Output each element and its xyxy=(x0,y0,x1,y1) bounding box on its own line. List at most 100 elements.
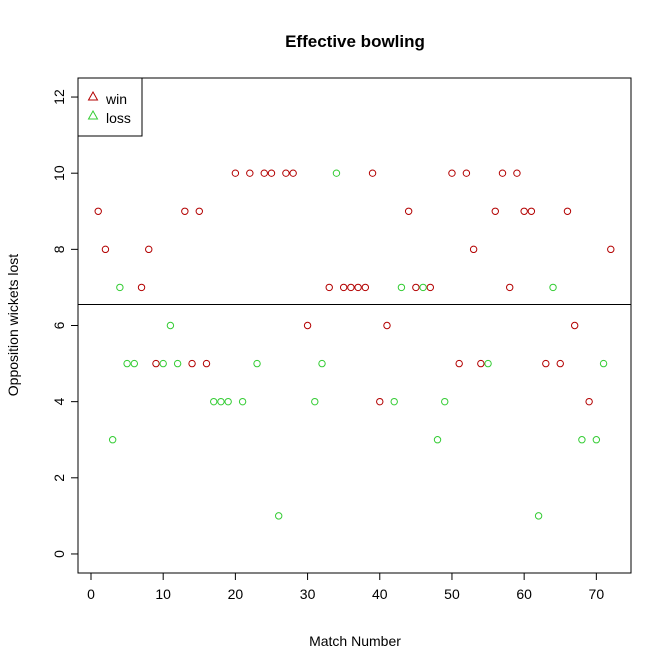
point-loss xyxy=(166,321,175,330)
x-tick-label: 30 xyxy=(300,586,316,602)
point-loss xyxy=(130,359,139,368)
plot-frame xyxy=(77,77,632,574)
point-win xyxy=(282,169,290,177)
x-tick-label: 60 xyxy=(516,586,532,602)
point-win xyxy=(368,169,377,177)
point-win xyxy=(412,283,420,292)
point-loss xyxy=(599,359,608,368)
point-loss xyxy=(311,397,319,406)
point-win xyxy=(542,359,550,368)
y-tick-label: 2 xyxy=(51,474,67,482)
legend-loss-symbol xyxy=(87,109,99,120)
legend-box xyxy=(77,77,143,137)
point-win xyxy=(289,169,297,177)
point-loss xyxy=(159,359,167,368)
point-win xyxy=(527,207,536,215)
point-win xyxy=(325,283,333,292)
point-loss xyxy=(592,436,601,444)
x-tick-label: 0 xyxy=(87,586,95,602)
point-win xyxy=(469,245,478,254)
point-win xyxy=(404,207,413,215)
point-win xyxy=(462,169,471,177)
point-loss xyxy=(274,512,283,520)
chart-title: Effective bowling xyxy=(285,32,425,51)
legend-win-label: win xyxy=(105,91,127,107)
point-win xyxy=(195,207,203,215)
legend-win-symbol xyxy=(87,90,99,101)
y-tick-label: 8 xyxy=(51,245,67,253)
point-win xyxy=(339,283,348,292)
point-win xyxy=(455,359,463,368)
y-tick-label: 12 xyxy=(51,89,67,105)
point-loss xyxy=(173,359,182,368)
point-loss xyxy=(549,283,557,292)
point-loss xyxy=(419,283,427,292)
x-tick-label: 10 xyxy=(155,586,171,602)
point-loss xyxy=(332,169,341,177)
point-loss xyxy=(224,397,232,406)
point-loss xyxy=(116,283,124,292)
legend-loss-label: loss xyxy=(106,110,131,126)
point-loss xyxy=(441,397,449,406)
point-win xyxy=(556,359,564,368)
point-win xyxy=(570,321,579,330)
y-axis-label: Opposition wickets lost xyxy=(5,254,21,397)
point-loss xyxy=(217,397,225,406)
point-win xyxy=(477,359,485,368)
point-win xyxy=(361,283,370,292)
point-win xyxy=(246,169,254,177)
point-win xyxy=(448,169,456,177)
point-loss xyxy=(578,436,586,444)
point-win xyxy=(347,283,355,292)
x-tick-label: 70 xyxy=(589,586,605,602)
point-win xyxy=(181,207,189,215)
point-win xyxy=(145,245,153,254)
x-axis: 0 10 20 30 40 50 60 70 xyxy=(87,572,605,602)
legend: win loss xyxy=(77,77,143,137)
point-loss xyxy=(108,436,117,444)
point-win xyxy=(152,359,160,368)
point-loss xyxy=(484,359,492,368)
point-win xyxy=(491,207,499,215)
point-win xyxy=(498,169,507,177)
y-tick-label: 10 xyxy=(51,165,67,181)
point-loss xyxy=(534,512,543,520)
point-loss xyxy=(210,397,218,406)
point-win xyxy=(376,397,384,406)
point-win xyxy=(267,169,276,177)
point-win xyxy=(101,245,110,254)
y-tick-label: 6 xyxy=(51,321,67,329)
x-tick-label: 40 xyxy=(372,586,388,602)
point-win xyxy=(607,245,615,254)
point-loss xyxy=(238,397,247,406)
point-win xyxy=(383,321,391,330)
point-win xyxy=(202,359,211,368)
point-win xyxy=(520,207,528,215)
point-win xyxy=(303,321,312,330)
y-axis: 0 2 4 6 8 10 12 xyxy=(51,89,79,558)
point-loss xyxy=(433,436,442,444)
x-axis-label: Match Number xyxy=(309,633,401,649)
point-win xyxy=(188,359,196,368)
point-loss xyxy=(390,397,398,406)
point-win xyxy=(506,283,514,292)
x-tick-label: 50 xyxy=(444,586,460,602)
point-win xyxy=(231,169,240,177)
y-tick-label: 4 xyxy=(51,398,67,406)
point-win xyxy=(513,169,521,177)
point-win xyxy=(260,169,268,177)
point-win xyxy=(354,283,362,292)
point-win xyxy=(585,397,593,406)
point-loss xyxy=(397,283,406,292)
point-win xyxy=(563,207,572,215)
point-loss xyxy=(253,359,261,368)
point-loss xyxy=(123,359,131,368)
point-win xyxy=(94,207,102,215)
data-points xyxy=(94,169,615,520)
point-win xyxy=(426,283,435,292)
x-tick-label: 20 xyxy=(228,586,244,602)
point-loss xyxy=(318,359,326,368)
point-win xyxy=(137,283,146,292)
y-tick-label: 0 xyxy=(51,550,67,558)
